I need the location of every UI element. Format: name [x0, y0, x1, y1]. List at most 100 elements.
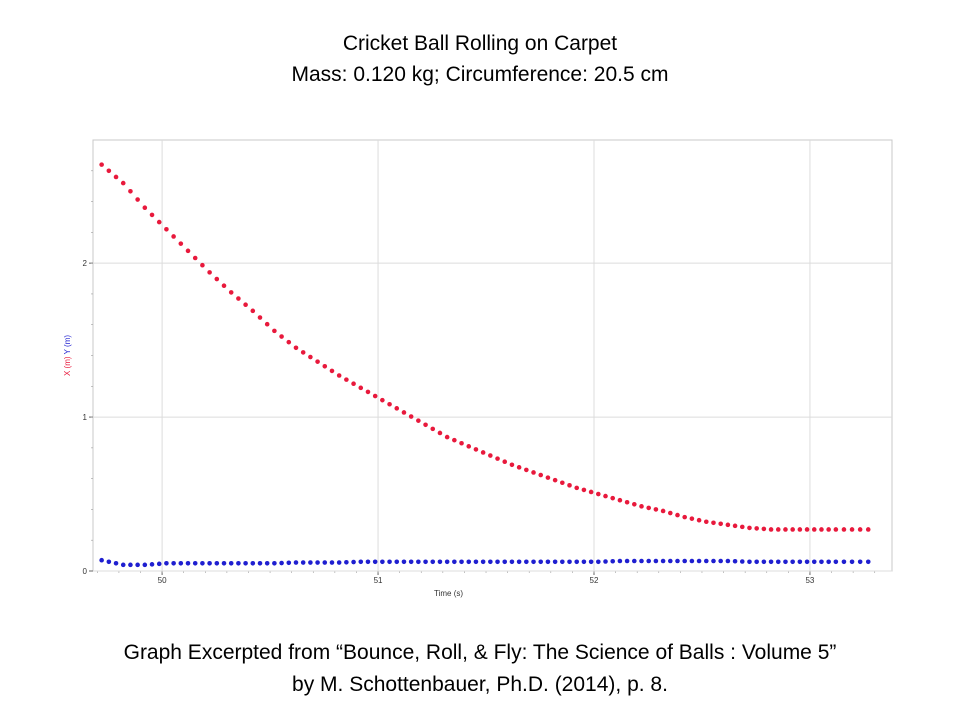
point-y-m — [236, 561, 241, 566]
y-tick-label: 2 — [83, 259, 88, 268]
point-y-m — [865, 559, 871, 565]
point-y-m — [480, 559, 486, 565]
point-y-m — [300, 560, 306, 565]
point-y-m — [329, 560, 335, 565]
point-x-m — [488, 453, 493, 458]
point-y-m — [761, 559, 767, 565]
point-y-m — [624, 558, 630, 564]
point-x-m — [857, 527, 863, 532]
point-y-m — [732, 558, 738, 564]
point-x-m — [826, 527, 831, 532]
y-axis-title-part: Y (m) — [63, 335, 72, 357]
point-x-m — [739, 524, 745, 530]
point-y-m — [819, 559, 824, 565]
point-x-m — [351, 381, 356, 387]
point-x-m — [596, 491, 601, 497]
point-y-m — [725, 558, 731, 564]
point-y-m — [660, 558, 666, 564]
source-citation: Graph Excerpted from “Bounce, Roll, & Fl… — [0, 637, 960, 701]
point-y-m — [394, 559, 400, 565]
point-y-m — [272, 561, 277, 566]
point-y-m — [243, 561, 248, 566]
point-y-m — [264, 561, 270, 566]
point-y-m — [135, 562, 140, 568]
point-y-m — [416, 559, 421, 565]
point-y-m — [351, 559, 356, 565]
point-y-m — [315, 560, 320, 565]
point-x-m — [567, 483, 572, 488]
point-y-m — [142, 562, 148, 568]
point-y-m — [358, 559, 364, 565]
y-tick-label: 1 — [83, 413, 88, 422]
point-x-m — [272, 328, 277, 334]
slide-title-block: Cricket Ball Rolling on Carpet Mass: 0.1… — [0, 28, 960, 90]
point-y-m — [164, 561, 169, 566]
point-x-m — [192, 255, 198, 261]
point-x-m — [696, 517, 702, 523]
point-x-m — [207, 270, 212, 275]
point-y-m — [113, 561, 119, 566]
point-y-m — [279, 560, 284, 566]
point-x-m — [819, 527, 824, 532]
point-x-m — [387, 401, 392, 407]
point-y-m — [783, 559, 788, 565]
point-x-m — [171, 234, 176, 239]
point-y-m — [826, 559, 831, 565]
point-y-m — [408, 559, 414, 565]
point-x-m — [646, 505, 652, 511]
point-y-m — [344, 559, 349, 565]
point-y-m — [617, 558, 623, 564]
point-y-m — [790, 559, 795, 565]
point-x-m — [236, 296, 241, 301]
point-x-m — [768, 527, 774, 532]
point-y-m — [653, 558, 659, 564]
point-y-m — [849, 559, 855, 565]
point-y-m — [711, 558, 716, 564]
point-y-m — [207, 561, 212, 566]
point-x-m — [516, 465, 522, 470]
plot-area — [92, 139, 893, 572]
point-x-m — [667, 510, 673, 516]
point-x-m — [466, 444, 472, 449]
point-y-m — [811, 559, 817, 565]
point-y-m — [286, 560, 292, 566]
point-x-m — [581, 487, 587, 493]
point-x-m — [128, 189, 133, 194]
point-x-m — [560, 480, 565, 486]
point-y-m — [560, 559, 565, 565]
point-y-m — [380, 559, 385, 565]
point-x-m — [200, 262, 205, 268]
point-x-m — [358, 385, 364, 391]
point-x-m — [639, 504, 644, 509]
point-x-m — [322, 363, 328, 369]
point-x-m — [509, 462, 515, 468]
point-y-m — [444, 559, 450, 565]
point-y-m — [322, 560, 328, 565]
point-y-m — [185, 561, 191, 566]
point-y-m — [430, 559, 436, 565]
point-x-m — [783, 527, 788, 532]
point-y-m — [804, 559, 810, 565]
point-y-m — [128, 562, 133, 568]
point-x-m — [221, 283, 227, 289]
point-x-m — [538, 472, 544, 478]
point-y-m — [768, 559, 774, 565]
point-y-m — [588, 559, 594, 565]
point-y-m — [437, 559, 443, 565]
point-y-m — [473, 559, 479, 565]
point-x-m — [502, 459, 508, 465]
point-y-m — [538, 559, 544, 565]
point-x-m — [804, 527, 810, 532]
point-x-m — [617, 497, 623, 503]
point-y-m — [459, 559, 464, 565]
y-axis-title: X (m) Y (m) — [63, 335, 72, 376]
point-x-m — [185, 248, 191, 254]
point-y-m — [596, 559, 601, 565]
point-y-m — [257, 561, 263, 566]
point-x-m — [437, 430, 443, 436]
point-x-m — [228, 290, 234, 295]
point-x-m — [300, 350, 306, 355]
point-x-m — [286, 339, 292, 345]
point-y-m — [192, 561, 198, 566]
point-x-m — [610, 495, 616, 501]
